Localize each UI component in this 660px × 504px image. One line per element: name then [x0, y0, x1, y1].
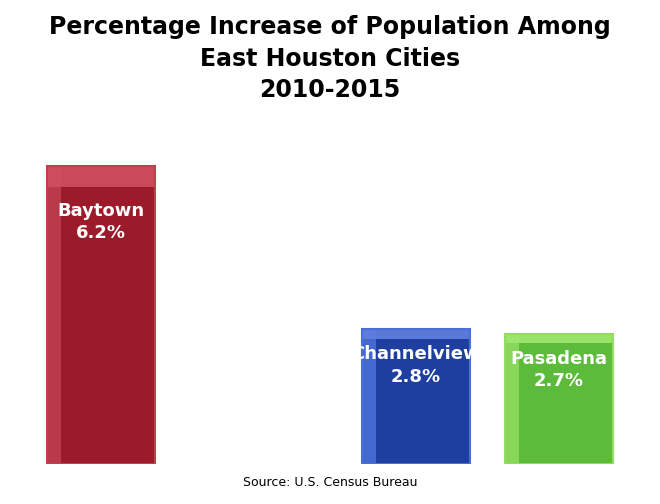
Bar: [362, 329, 376, 464]
Text: Channelview
2.8%: Channelview 2.8%: [352, 345, 480, 386]
Bar: [506, 334, 612, 464]
Bar: [48, 166, 61, 464]
Bar: [362, 329, 470, 464]
Title: Percentage Increase of Population Among
East Houston Cities
2010-2015: Percentage Increase of Population Among …: [49, 15, 611, 102]
Bar: [506, 334, 612, 464]
Bar: [362, 329, 470, 339]
Text: Pasadena
2.7%: Pasadena 2.7%: [511, 350, 608, 390]
Bar: [48, 166, 154, 464]
Bar: [506, 334, 519, 464]
Bar: [48, 166, 154, 464]
Bar: [506, 334, 612, 343]
Text: Source: U.S. Census Bureau: Source: U.S. Census Bureau: [243, 476, 417, 489]
Bar: [48, 166, 154, 187]
Text: Baytown
6.2%: Baytown 6.2%: [57, 202, 145, 242]
Bar: [362, 329, 470, 464]
